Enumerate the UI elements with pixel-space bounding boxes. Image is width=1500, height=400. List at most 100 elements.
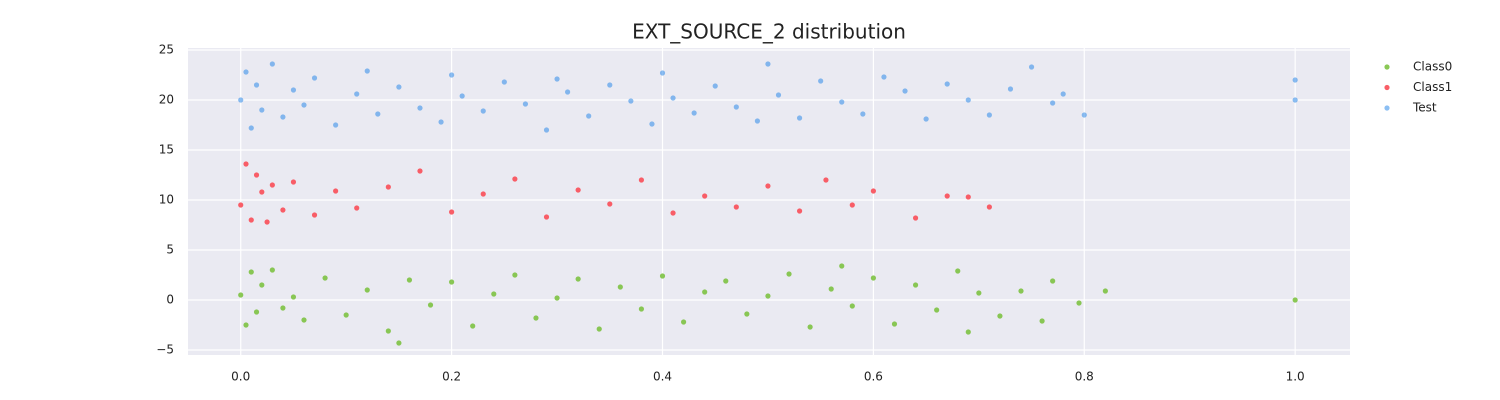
point <box>333 188 339 194</box>
point <box>860 111 866 117</box>
point <box>269 182 275 188</box>
point <box>796 208 803 214</box>
point <box>849 202 855 208</box>
point <box>818 78 824 84</box>
x-tick-label: 1.0 <box>1286 370 1305 384</box>
y-tick-label: 20 <box>159 93 174 107</box>
point <box>670 95 676 101</box>
y-tick-label: 25 <box>159 43 174 57</box>
point <box>269 61 275 67</box>
point <box>333 122 339 128</box>
point <box>628 98 634 104</box>
point <box>1039 318 1045 324</box>
y-tick-label: 5 <box>166 243 174 257</box>
point <box>965 329 971 335</box>
point <box>470 323 476 329</box>
point <box>902 88 908 94</box>
point <box>596 326 602 332</box>
point <box>259 107 265 113</box>
point <box>765 293 771 299</box>
point <box>1292 77 1298 83</box>
point <box>1018 288 1024 294</box>
point <box>438 119 444 125</box>
point <box>280 305 286 311</box>
point <box>480 108 486 114</box>
point <box>253 309 260 315</box>
point <box>280 114 286 120</box>
point <box>238 202 244 208</box>
plot-area <box>188 48 1350 355</box>
point <box>607 201 613 207</box>
point <box>638 306 645 312</box>
point <box>659 70 666 76</box>
point <box>712 83 718 89</box>
legend-label: Class0 <box>1413 60 1452 74</box>
point <box>238 292 244 298</box>
x-tick-label: 0.0 <box>231 370 250 384</box>
point <box>1050 100 1056 106</box>
point <box>839 99 845 105</box>
point <box>796 115 803 121</box>
legend-label: Class1 <box>1413 80 1452 94</box>
point <box>823 177 829 183</box>
point <box>238 97 244 103</box>
point <box>586 113 592 119</box>
point <box>870 188 876 194</box>
y-tick-label: 0 <box>166 293 174 307</box>
point <box>765 183 771 189</box>
point <box>691 110 697 116</box>
point <box>343 312 349 318</box>
point <box>364 287 370 293</box>
point <box>301 317 307 323</box>
point <box>554 76 560 82</box>
point <box>354 205 360 211</box>
point <box>501 79 507 85</box>
point <box>322 275 328 281</box>
x-tick-label: 0.6 <box>864 370 883 384</box>
point <box>744 311 750 317</box>
point <box>986 112 992 118</box>
point <box>1076 300 1082 306</box>
point <box>311 75 318 81</box>
point <box>243 322 249 328</box>
point <box>243 161 249 167</box>
point <box>934 307 940 313</box>
point <box>385 328 391 334</box>
point <box>1292 97 1298 103</box>
point <box>575 187 581 193</box>
y-tick-label: 15 <box>159 143 174 157</box>
point <box>280 207 286 213</box>
point <box>976 290 982 296</box>
point <box>406 277 413 283</box>
point <box>965 97 971 103</box>
point <box>891 321 898 327</box>
legend-marker <box>1384 84 1390 91</box>
point <box>617 284 623 290</box>
point <box>459 93 465 99</box>
point <box>259 282 265 288</box>
point <box>417 105 423 111</box>
point <box>248 217 254 223</box>
point <box>986 204 992 210</box>
point <box>248 269 254 275</box>
point <box>912 215 919 221</box>
point <box>253 172 260 178</box>
point <box>733 204 739 210</box>
point <box>290 179 297 185</box>
point <box>396 340 402 346</box>
point <box>417 168 423 174</box>
point <box>881 74 887 80</box>
point <box>575 276 581 282</box>
point <box>311 212 318 218</box>
point <box>449 209 455 215</box>
point <box>923 116 929 122</box>
point <box>723 278 729 284</box>
point <box>512 176 518 182</box>
point <box>543 127 550 133</box>
point <box>997 313 1003 319</box>
point <box>944 81 950 87</box>
point <box>385 184 391 190</box>
point <box>1007 86 1014 92</box>
x-tick-label: 0.2 <box>442 370 461 384</box>
